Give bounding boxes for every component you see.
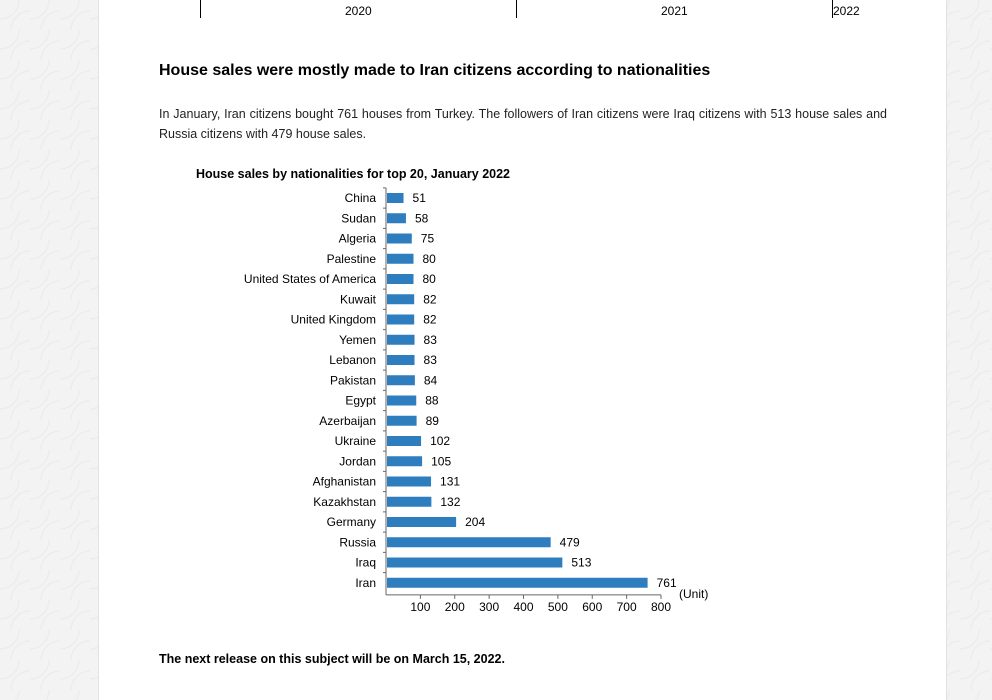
bar: [387, 476, 432, 487]
category-label: Lebanon: [329, 353, 376, 367]
bar: [387, 557, 563, 568]
bar: [387, 213, 406, 224]
category-label: United States of America: [244, 272, 376, 286]
timeline-tick: [200, 0, 201, 18]
value-label: 479: [560, 535, 580, 549]
category-label: Pakistan: [330, 373, 376, 387]
value-label: 83: [424, 353, 438, 367]
bar: [387, 314, 415, 325]
chart-title: House sales by nationalities for top 20,…: [196, 167, 510, 181]
x-tick-label: 100: [410, 600, 430, 614]
category-label: Afghanistan: [313, 475, 376, 489]
next-release-note: The next release on this subject will be…: [159, 652, 505, 666]
category-label: China: [345, 191, 377, 205]
value-label: 131: [440, 475, 460, 489]
value-label: 84: [424, 373, 438, 387]
category-label: Sudan: [341, 211, 376, 225]
x-tick-label: 500: [548, 600, 568, 614]
category-label: Kuwait: [340, 292, 377, 306]
value-label: 761: [657, 576, 677, 590]
bar: [387, 274, 414, 284]
value-label: 80: [423, 252, 437, 266]
value-label: 204: [465, 515, 485, 529]
value-label: 513: [571, 556, 591, 570]
x-tick-label: 600: [582, 600, 602, 614]
category-label: Iraq: [355, 556, 376, 570]
category-label: Iran: [355, 576, 376, 590]
x-tick-label: 200: [445, 600, 465, 614]
timeline-year-label: 2022: [833, 4, 860, 18]
unit-label: (Unit): [679, 587, 708, 601]
bar: [387, 253, 414, 264]
value-label: 105: [431, 454, 451, 468]
bar: [387, 294, 415, 305]
value-label: 88: [425, 394, 439, 408]
value-label: 75: [421, 232, 435, 246]
timeline-year-label: 2021: [661, 4, 688, 18]
category-label: Azerbaijan: [319, 414, 376, 428]
category-label: Ukraine: [335, 434, 377, 448]
article-paragraph: In January, Iran citizens bought 761 hou…: [159, 107, 887, 141]
value-label: 82: [423, 313, 437, 327]
bar: [387, 334, 415, 345]
article-headline: House sales were mostly made to Iran cit…: [159, 62, 711, 79]
timeline-year-label: 2020: [345, 4, 372, 18]
value-label: 58: [415, 211, 429, 225]
timeline-tick: [832, 0, 833, 18]
nationality-bar-chart: House sales by nationalities for top 20,…: [196, 167, 708, 614]
category-label: Germany: [327, 515, 376, 529]
bar: [387, 496, 432, 507]
category-label: Egypt: [345, 394, 376, 408]
category-label: Algeria: [339, 232, 377, 246]
value-label: 102: [430, 434, 450, 448]
bar: [387, 577, 648, 588]
category-label: Palestine: [327, 252, 377, 266]
bar: [387, 436, 422, 446]
value-label: 89: [426, 414, 440, 428]
bar: [387, 193, 404, 203]
bar: [387, 395, 417, 406]
bar: [387, 375, 415, 386]
category-label: Russia: [339, 535, 376, 549]
category-label: Jordan: [339, 454, 376, 468]
value-label: 132: [440, 495, 460, 509]
bar: [387, 517, 457, 527]
report-page: 2020 2021 2022 House sales were mostly m…: [98, 0, 947, 700]
x-tick-label: 400: [513, 600, 533, 614]
value-label: 80: [423, 272, 437, 286]
x-tick-label: 800: [651, 600, 671, 614]
bar: [387, 415, 417, 426]
bar: [387, 355, 415, 365]
bar: [387, 233, 412, 244]
category-label: United Kingdom: [291, 313, 376, 327]
x-tick-label: 700: [617, 600, 637, 614]
timeline-tick: [516, 0, 517, 18]
x-tick-label: 300: [479, 600, 499, 614]
category-label: Yemen: [339, 333, 376, 347]
timeline-axis: 2020 2021 2022: [99, 0, 946, 20]
category-label: Kazakhstan: [313, 495, 376, 509]
bar: [387, 456, 423, 467]
bar: [387, 537, 551, 548]
value-label: 82: [423, 292, 437, 306]
value-label: 83: [424, 333, 438, 347]
value-label: 51: [413, 191, 427, 205]
